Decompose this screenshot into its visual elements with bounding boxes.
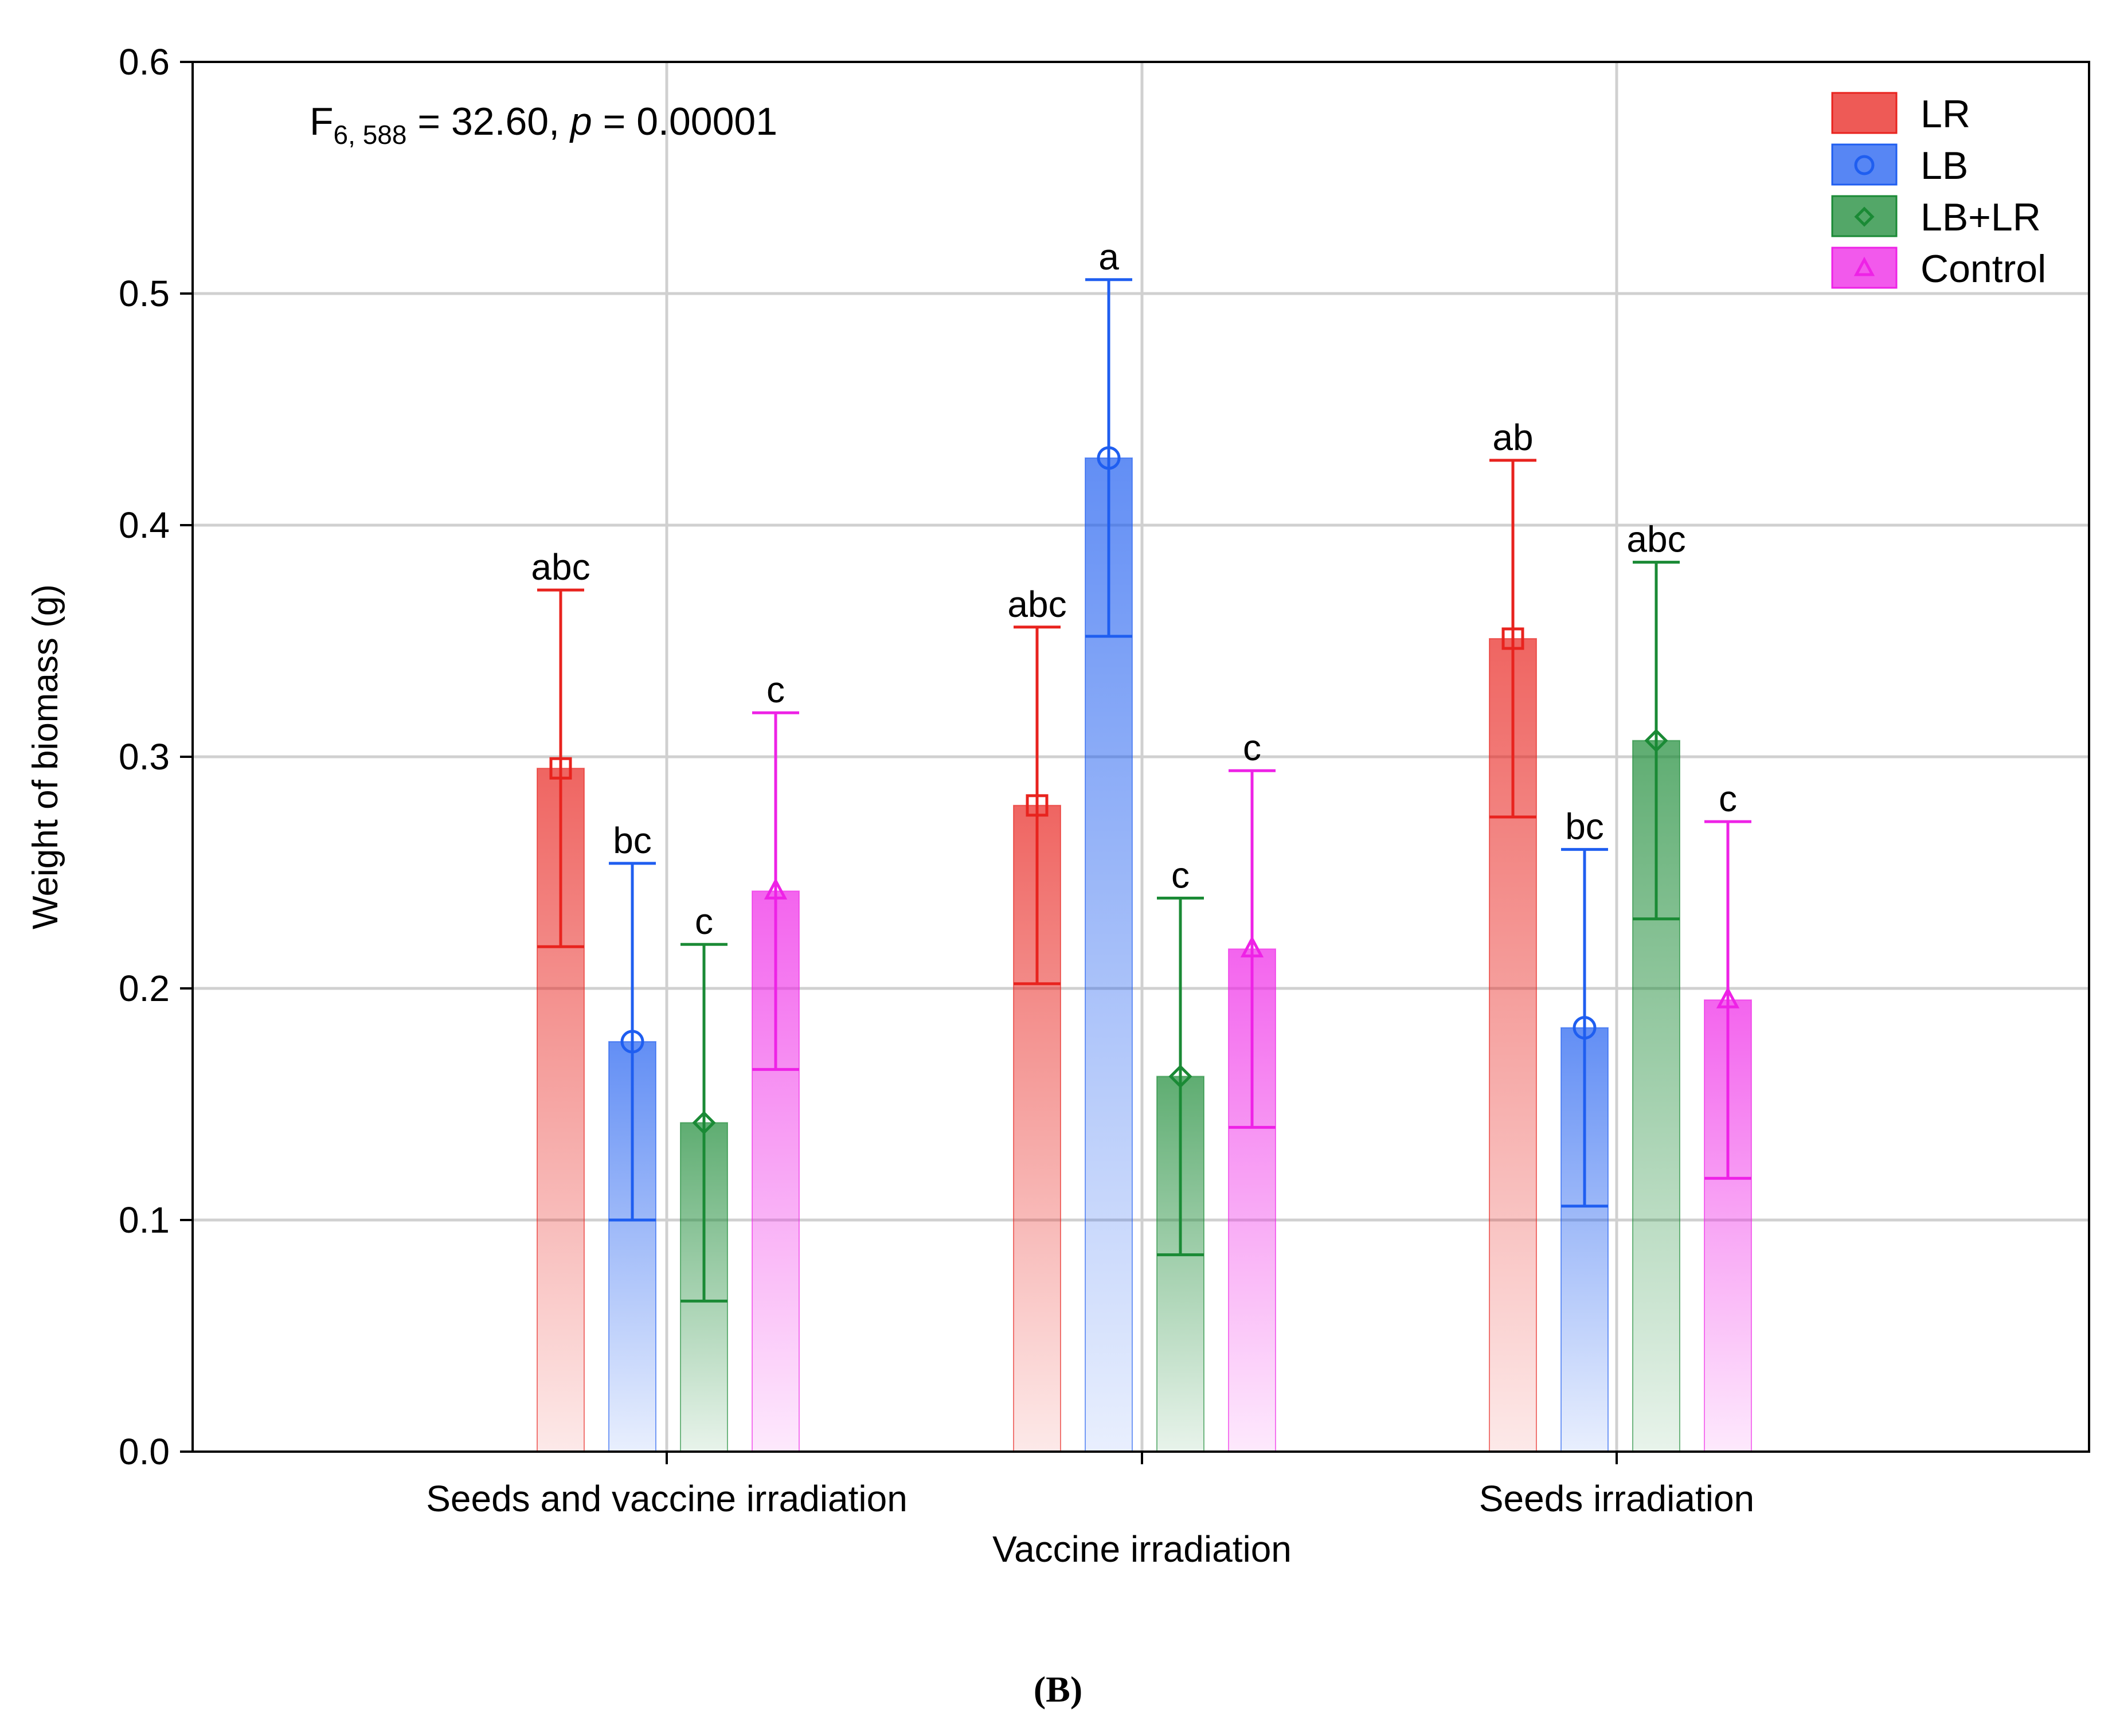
y-tick-label: 0.1 (119, 1199, 170, 1241)
y-tick-label: 0.2 (119, 968, 170, 1009)
y-tick-label: 0.5 (119, 273, 170, 314)
error-bar-lr-seeds-irradiation (1489, 459, 1536, 819)
mean-markers (549, 446, 1740, 1135)
marker-lb-lr-seeds-and-vaccine-irradiation (692, 1111, 716, 1135)
legend-label-control: Control (1921, 247, 2046, 291)
legend-item-lb-lr: LB+LR (1831, 195, 2041, 239)
x-tick-label-vaccine-irradiation: Vaccine irradiation (992, 1528, 1292, 1570)
error-bar-lb-lr-seeds-irradiation (1633, 561, 1680, 921)
significance-letters: abc bc c c abc a c c ab bc abc c (531, 236, 1737, 942)
marker-lb-lr-seeds-irradiation (1644, 729, 1668, 753)
legend: LR LB LB+LR Control (1831, 92, 2046, 291)
legend-label-lb-lr: LB+LR (1921, 196, 2041, 239)
f-value: = 32.60, (406, 100, 570, 143)
legend-label-lr: LR (1921, 92, 1970, 136)
legend-label-lb: LB (1921, 144, 1968, 187)
legend-swatch-lb (1831, 143, 1898, 186)
legend-marker-lb (1854, 155, 1875, 175)
error-bar-lr-seeds-and-vaccine-irradiation (537, 588, 584, 948)
marker-lb-seeds-and-vaccine-irradiation (620, 1030, 644, 1054)
x-axis: Seeds and vaccine irradiation Vaccine irr… (426, 1452, 1754, 1570)
legend-marker-control (1853, 256, 1875, 276)
f-subscript: 6, 588 (334, 120, 407, 150)
error-bar-control-seeds-irradiation (1704, 820, 1751, 1180)
marker-lb-seeds-irradiation (1573, 1016, 1597, 1040)
y-tick-label: 0.6 (119, 41, 170, 83)
grid-lines (193, 62, 2089, 1452)
letter-lb-lr-vaccine-irradiation: c (1171, 854, 1190, 896)
error-bar-control-vaccine-irradiation (1229, 769, 1276, 1129)
p-symbol: p (569, 100, 592, 143)
letter-lb-seeds-and-vaccine-irradiation: bc (613, 820, 652, 861)
letter-lb-seeds-irradiation: bc (1565, 806, 1604, 847)
letter-lb-lr-seeds-and-vaccine-irradiation: c (695, 901, 713, 942)
marker-lr-seeds-and-vaccine-irradiation (549, 757, 572, 780)
y-axis: 0.0 0.1 0.2 0.3 0.4 0.5 0.6 (119, 41, 193, 1472)
marker-control-seeds-irradiation (1716, 986, 1740, 1008)
y-axis-label: Weight of biomass (g) (26, 584, 65, 929)
bar-series (537, 457, 1752, 1453)
letter-lr-seeds-and-vaccine-irradiation: abc (531, 546, 590, 588)
legend-item-lr: LR (1831, 92, 1970, 136)
letter-lb-vaccine-irradiation: a (1098, 236, 1119, 277)
f-statistic-annotation: F6, 588 = 32.60, p = 0.00001 (310, 100, 777, 150)
marker-lr-vaccine-irradiation (1026, 794, 1049, 817)
x-tick-label-seeds-and-vaccine-irradiation: Seeds and vaccine irradiation (426, 1478, 908, 1519)
marker-control-seeds-and-vaccine-irradiation (764, 878, 788, 900)
legend-swatch-lr (1831, 92, 1898, 134)
marker-lb-lr-vaccine-irradiation (1168, 1064, 1192, 1089)
letter-control-seeds-irradiation: c (1719, 778, 1737, 819)
legend-swatch-control (1831, 247, 1898, 289)
y-tick-label: 0.3 (119, 736, 170, 777)
f-symbol: F (310, 100, 334, 143)
error-bar-control-seeds-and-vaccine-irradiation (752, 711, 799, 1071)
letter-lr-vaccine-irradiation: abc (1007, 584, 1066, 625)
error-bar-lb-seeds-and-vaccine-irradiation (609, 862, 656, 1222)
error-bar-lb-vaccine-irradiation (1085, 278, 1132, 638)
letter-control-vaccine-irradiation: c (1243, 727, 1261, 768)
letter-control-seeds-and-vaccine-irradiation: c (766, 669, 785, 710)
letter-lr-seeds-irradiation: ab (1492, 417, 1533, 458)
plot-frame (191, 61, 2090, 1453)
legend-marker-lb-lr (1854, 206, 1875, 227)
panel-label: (B) (1033, 1669, 1083, 1710)
error-bar-lb-seeds-irradiation (1561, 848, 1608, 1208)
legend-item-lb: LB (1831, 143, 1968, 187)
error-bars (537, 278, 1751, 1303)
letter-lb-lr-seeds-irradiation: abc (1626, 519, 1685, 560)
error-bar-lr-vaccine-irradiation (1014, 625, 1061, 986)
y-tick-label: 0.4 (119, 505, 170, 546)
marker-lb-vaccine-irradiation (1097, 446, 1121, 470)
error-bar-lb-lr-vaccine-irradiation (1157, 896, 1204, 1257)
y-tick-label: 0.0 (119, 1431, 170, 1472)
marker-control-vaccine-irradiation (1240, 936, 1264, 957)
error-bar-lb-lr-seeds-and-vaccine-irradiation (680, 943, 728, 1303)
marker-lr-seeds-irradiation (1501, 627, 1524, 650)
legend-swatch-lb-lr (1831, 195, 1898, 237)
x-tick-label-seeds-irradiation: Seeds irradiation (1479, 1478, 1754, 1519)
legend-item-control: Control (1831, 247, 2046, 291)
p-value: = 0.00001 (592, 100, 777, 143)
